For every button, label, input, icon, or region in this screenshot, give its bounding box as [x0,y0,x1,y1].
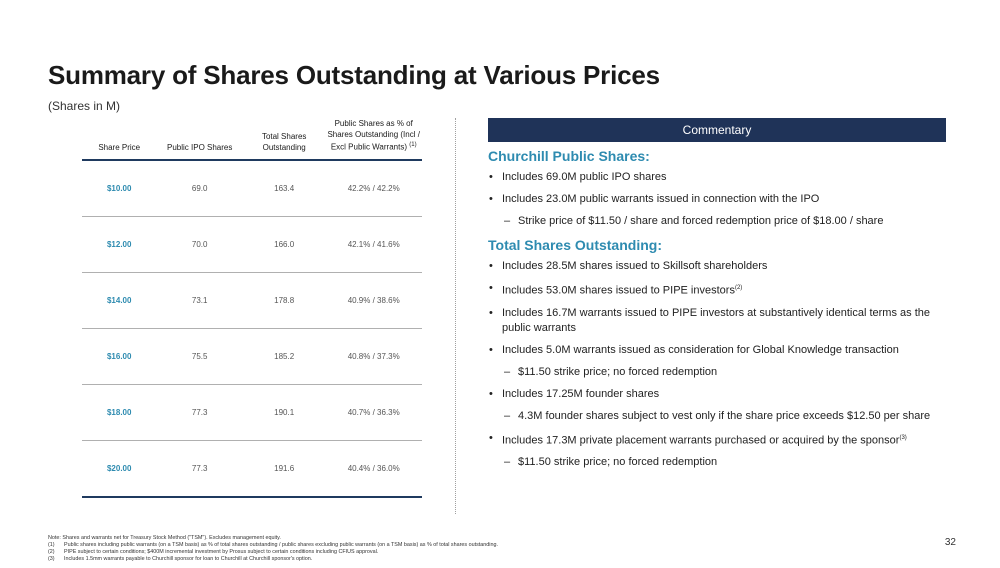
footnote-key: (3) [48,556,55,562]
bullet-text: Includes 53.0M shares issued to PIPE inv… [502,284,735,297]
bullet-item: Includes 28.5M shares issued to Skillsof… [488,259,948,274]
footnote-ref-1: (1) [409,142,417,148]
bullet-item: Includes 53.0M shares issued to PIPE inv… [488,281,948,299]
table-row: $14.00 73.1 178.8 40.9% / 38.6% [82,272,422,329]
section-title-total-shares: Total Shares Outstanding: [488,237,662,253]
cell-share-price: $12.00 [82,216,157,273]
cell-public-ipo-shares: 70.0 [156,216,243,273]
cell-total-shares: 185.2 [242,328,326,385]
table-row: $20.00 77.3 191.6 40.4% / 36.0% [82,440,422,498]
cell-public-ipo-shares: 77.3 [156,440,243,498]
cell-share-price: $14.00 [82,272,157,329]
page-number: 32 [944,537,956,548]
bullet-item: Includes 69.0M public IPO shares [488,170,948,185]
cell-public-ipo-shares: 69.0 [156,159,243,217]
bullet-item: Includes 17.25M founder shares [488,387,948,402]
section-title-churchill: Churchill Public Shares: [488,148,650,164]
footnote-2: (2) PIPE subject to certain conditions; $… [48,549,498,556]
bullet-item: Includes 16.7M warrants issued to PIPE i… [488,306,948,336]
bullet-item: Includes 23.0M public warrants issued in… [488,192,948,207]
col-share-price: Share Price [82,118,157,161]
cell-public-ipo-shares: 77.3 [156,384,243,441]
bullet-item: Includes 5.0M warrants issued as conside… [488,343,948,358]
cell-share-price: $10.00 [82,159,157,217]
cell-public-shares-pct: 40.7% / 36.3% [325,384,422,441]
table-row: $10.00 69.0 163.4 42.2% / 42.2% [82,159,422,217]
cell-public-ipo-shares: 75.5 [156,328,243,385]
footnote-text: PIPE subject to certain conditions; $400… [64,549,379,555]
col-public-shares-pct-label: Public Shares as % of Shares Outstanding… [327,119,420,152]
bullet-item: Includes 17.3M private placement warrant… [488,431,948,449]
commentary-body: Churchill Public Shares: Includes 69.0M … [488,148,948,477]
table-row: $12.00 70.0 166.0 42.1% / 41.6% [82,216,422,273]
cell-total-shares: 191.6 [242,440,326,498]
cell-public-shares-pct: 42.1% / 41.6% [325,216,422,273]
footnotes: Note: Shares and warrants net for Treasu… [48,535,498,563]
sub-bullet-item: $11.50 strike price; no forced redemptio… [488,455,948,470]
table-header-row: Share Price Public IPO Shares Total Shar… [82,118,422,161]
cell-total-shares: 178.8 [242,272,326,329]
cell-share-price: $16.00 [82,328,157,385]
footnote-1: (1) Public shares including public warran… [48,542,498,549]
footnote-text: Public shares including public warrants … [64,542,498,548]
footnote-3: (3) Includes 1.5mm warrants payable to Ch… [48,556,498,563]
cell-public-shares-pct: 42.2% / 42.2% [325,159,422,217]
cell-total-shares: 190.1 [242,384,326,441]
bullet-text: Includes 17.3M private placement warrant… [502,434,900,447]
cell-public-shares-pct: 40.4% / 36.0% [325,440,422,498]
footnote-ref-3: (3) [899,434,907,441]
page-title: Summary of Shares Outstanding at Various… [48,60,660,90]
column-divider [455,118,456,514]
commentary-header: Commentary [488,118,946,142]
cell-share-price: $18.00 [82,384,157,441]
col-public-ipo-shares: Public IPO Shares [156,118,243,161]
sub-bullet-item: $11.50 strike price; no forced redemptio… [488,365,948,380]
table-row: $18.00 77.3 190.1 40.7% / 36.3% [82,384,422,441]
cell-share-price: $20.00 [82,440,157,498]
shares-table: Share Price Public IPO Shares Total Shar… [82,118,422,498]
footnote-ref-2: (2) [734,285,743,291]
cell-public-shares-pct: 40.8% / 37.3% [325,328,422,385]
col-total-shares: Total Shares Outstanding [242,118,326,161]
footnote-note: Note: Shares and warrants net for Treasu… [48,535,281,541]
page-subtitle: (Shares in M) [48,99,121,113]
cell-total-shares: 163.4 [242,159,326,217]
sub-bullet-item: 4.3M founder shares subject to vest only… [488,409,948,424]
col-public-shares-pct: Public Shares as % of Shares Outstanding… [325,118,422,161]
cell-public-shares-pct: 40.9% / 38.6% [325,272,422,329]
footnote-key: (2) [48,549,55,555]
cell-total-shares: 166.0 [242,216,326,273]
table-row: $16.00 75.5 185.2 40.8% / 37.3% [82,328,422,385]
sub-bullet-item: Strike price of $11.50 / share and force… [488,214,948,229]
footnote-text: Includes 1.5mm warrants payable to Churc… [64,556,313,562]
footnote-key: (1) [48,542,55,548]
cell-public-ipo-shares: 73.1 [156,272,243,329]
